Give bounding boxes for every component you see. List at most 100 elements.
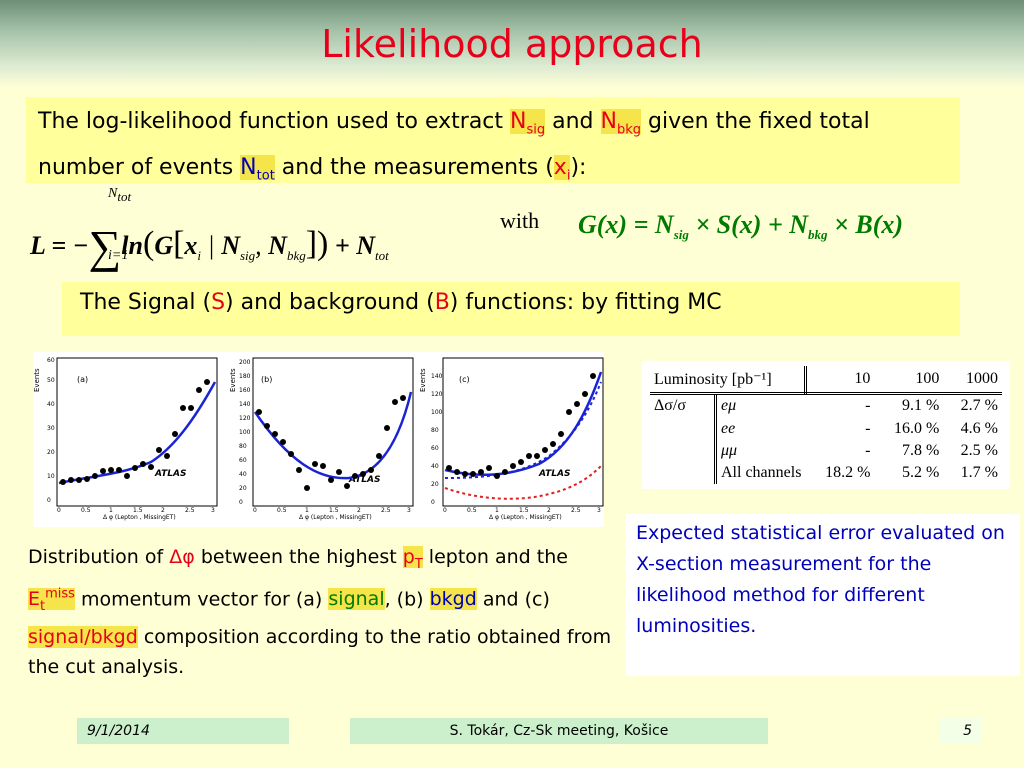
svg-text:200: 200 [239, 359, 251, 366]
svg-text:3: 3 [597, 507, 601, 514]
svg-text:2: 2 [161, 507, 165, 514]
et-symbol: Etmiss [28, 586, 75, 614]
table-row: All channels 18.2 % 5.2 % 1.7 % [650, 461, 1002, 484]
plot-b: Events (b) ATLAS Δ φ (Lepton , MissingET… [229, 357, 414, 521]
sum-lower-limit: i=1 [108, 248, 129, 263]
svg-text:0: 0 [431, 499, 435, 506]
plot-c-brand: ATLAS [538, 469, 570, 479]
stat-error-box: Expected statistical error evaluated on … [626, 514, 1020, 676]
svg-text:3: 3 [407, 507, 411, 514]
table-row: ee - 16.0 % 4.6 % [650, 417, 1002, 440]
stat-error-text: Expected statistical error evaluated on … [636, 522, 1005, 637]
svg-text:10: 10 [47, 473, 55, 480]
pt-symbol: pT [402, 546, 423, 572]
plot-a-xlabel: Δ φ (Lepton , MissingET) [103, 514, 176, 521]
table-row: μμ - 7.8 % 2.5 % [650, 439, 1002, 462]
svg-text:2.5: 2.5 [185, 507, 195, 514]
svg-text:80: 80 [431, 427, 439, 434]
svg-text:180: 180 [239, 373, 251, 380]
plot-a-ylabel: Events [33, 368, 41, 392]
plot-b-brand: ATLAS [348, 475, 380, 485]
svg-text:1.5: 1.5 [519, 507, 529, 514]
svg-text:0: 0 [47, 497, 51, 504]
formula-with: with [500, 208, 540, 233]
nsig-symbol: Nsig [510, 109, 546, 138]
svg-text:0.5: 0.5 [81, 507, 91, 514]
signal-text: The Signal (S) and background (B) functi… [80, 290, 722, 315]
table-row: Δσ/σ eμ - 9.1 % 2.7 % [650, 393, 1002, 418]
svg-text:0.5: 0.5 [467, 507, 477, 514]
plot-c-fit-curve [444, 371, 603, 477]
signal-bkgd-highlight: signal/bkgd [28, 625, 138, 648]
svg-text:0: 0 [239, 499, 243, 506]
svg-text:1: 1 [109, 507, 113, 514]
likelihood-formula: Ntot L = −∑ln(G[xi | Nsig, Nbkg]) + Ntot… [30, 186, 1010, 272]
svg-text:60: 60 [47, 357, 55, 364]
xi-symbol: xi [553, 155, 571, 184]
svg-text:20: 20 [47, 449, 55, 456]
intro-box: The log-likelihood function used to extr… [26, 97, 960, 184]
svg-text:60: 60 [239, 457, 247, 464]
intro-part2: given the fixed total number of events [38, 109, 870, 181]
plot-b-points [256, 395, 406, 491]
svg-text:140: 140 [239, 401, 251, 408]
svg-text:120: 120 [239, 415, 251, 422]
plot-a-tag: (a) [77, 375, 88, 384]
page-number: 5 [940, 718, 982, 744]
plot-b-fit-curve [253, 391, 413, 480]
intro-text: The log-likelihood function used to extr… [38, 103, 948, 196]
signal-box: The Signal (S) and background (B) functi… [62, 282, 960, 336]
svg-text:20: 20 [431, 481, 439, 488]
footer-date: 9/1/2014 [77, 718, 289, 744]
plot-a-brand: ATLAS [154, 469, 186, 479]
svg-text:100: 100 [239, 429, 251, 436]
svg-text:2: 2 [357, 507, 361, 514]
formula-left: L = −∑ln(G[xi | Nsig, Nbkg]) + Ntot [30, 221, 389, 272]
nbkg-symbol: Nbkg [600, 109, 642, 138]
svg-text:60: 60 [431, 445, 439, 452]
plot-c-tag: (c) [459, 375, 470, 384]
plot-c-xlabel: Δ φ (Lepton , MissingET) [489, 514, 562, 521]
svg-text:80: 80 [239, 443, 247, 450]
svg-text:1: 1 [305, 507, 309, 514]
table-header-row: Luminosity [pb⁻¹] 10 100 1000 [650, 366, 1002, 396]
plot-b-xlabel: Δ φ (Lepton , MissingET) [299, 514, 372, 521]
formula-right: G(x) = Nsig × S(x) + Nbkg × B(x) [578, 210, 904, 243]
svg-text:2.5: 2.5 [571, 507, 581, 514]
svg-text:40: 40 [431, 463, 439, 470]
slide-title: Likelihood approach [321, 22, 703, 66]
svg-text:50: 50 [47, 377, 55, 384]
plot-caption: Distribution of Δφ between the highest p… [28, 546, 612, 678]
svg-text:160: 160 [239, 387, 251, 394]
plot-b-tag: (b) [261, 375, 272, 384]
svg-text:0: 0 [443, 507, 447, 514]
plot-a-points [60, 379, 210, 485]
svg-text:40: 40 [239, 471, 247, 478]
ntot-symbol: Ntot [240, 155, 275, 184]
svg-text:30: 30 [47, 425, 55, 432]
plot-a: Events (a) ATLAS Δ φ (Lepton , MissingET… [33, 357, 218, 521]
svg-text:2.5: 2.5 [381, 507, 391, 514]
signal-highlight: signal [328, 588, 385, 611]
svg-text:100: 100 [431, 409, 443, 416]
luminosity-table: Luminosity [pb⁻¹] 10 100 1000 Δσ/σ eμ - … [650, 366, 1002, 484]
title-bar [0, 0, 1024, 88]
plot-c-ylabel: Events [419, 368, 427, 392]
svg-text:120: 120 [431, 391, 443, 398]
svg-text:3: 3 [211, 507, 215, 514]
sum-icon: ∑ [88, 221, 122, 272]
svg-text:40: 40 [47, 401, 55, 408]
intro-and: and [545, 109, 601, 134]
svg-text:1.5: 1.5 [133, 507, 143, 514]
plot-b-ylabel: Events [229, 368, 237, 392]
plot-c-bkg-curve [444, 465, 602, 500]
luminosity-panel: Luminosity [pb⁻¹] 10 100 1000 Δσ/σ eμ - … [642, 361, 1010, 489]
svg-text:1.5: 1.5 [329, 507, 339, 514]
dphi-symbol: Δφ [169, 546, 195, 568]
row-label: Δσ/σ [650, 393, 717, 418]
svg-text:0.5: 0.5 [277, 507, 287, 514]
intro-part1: The log-likelihood function used to extr… [38, 109, 511, 134]
plot-c: Events (c) ATLAS Δ φ (Lepton , MissingET… [419, 357, 604, 521]
svg-text:1: 1 [495, 507, 499, 514]
svg-text:140: 140 [431, 373, 443, 380]
